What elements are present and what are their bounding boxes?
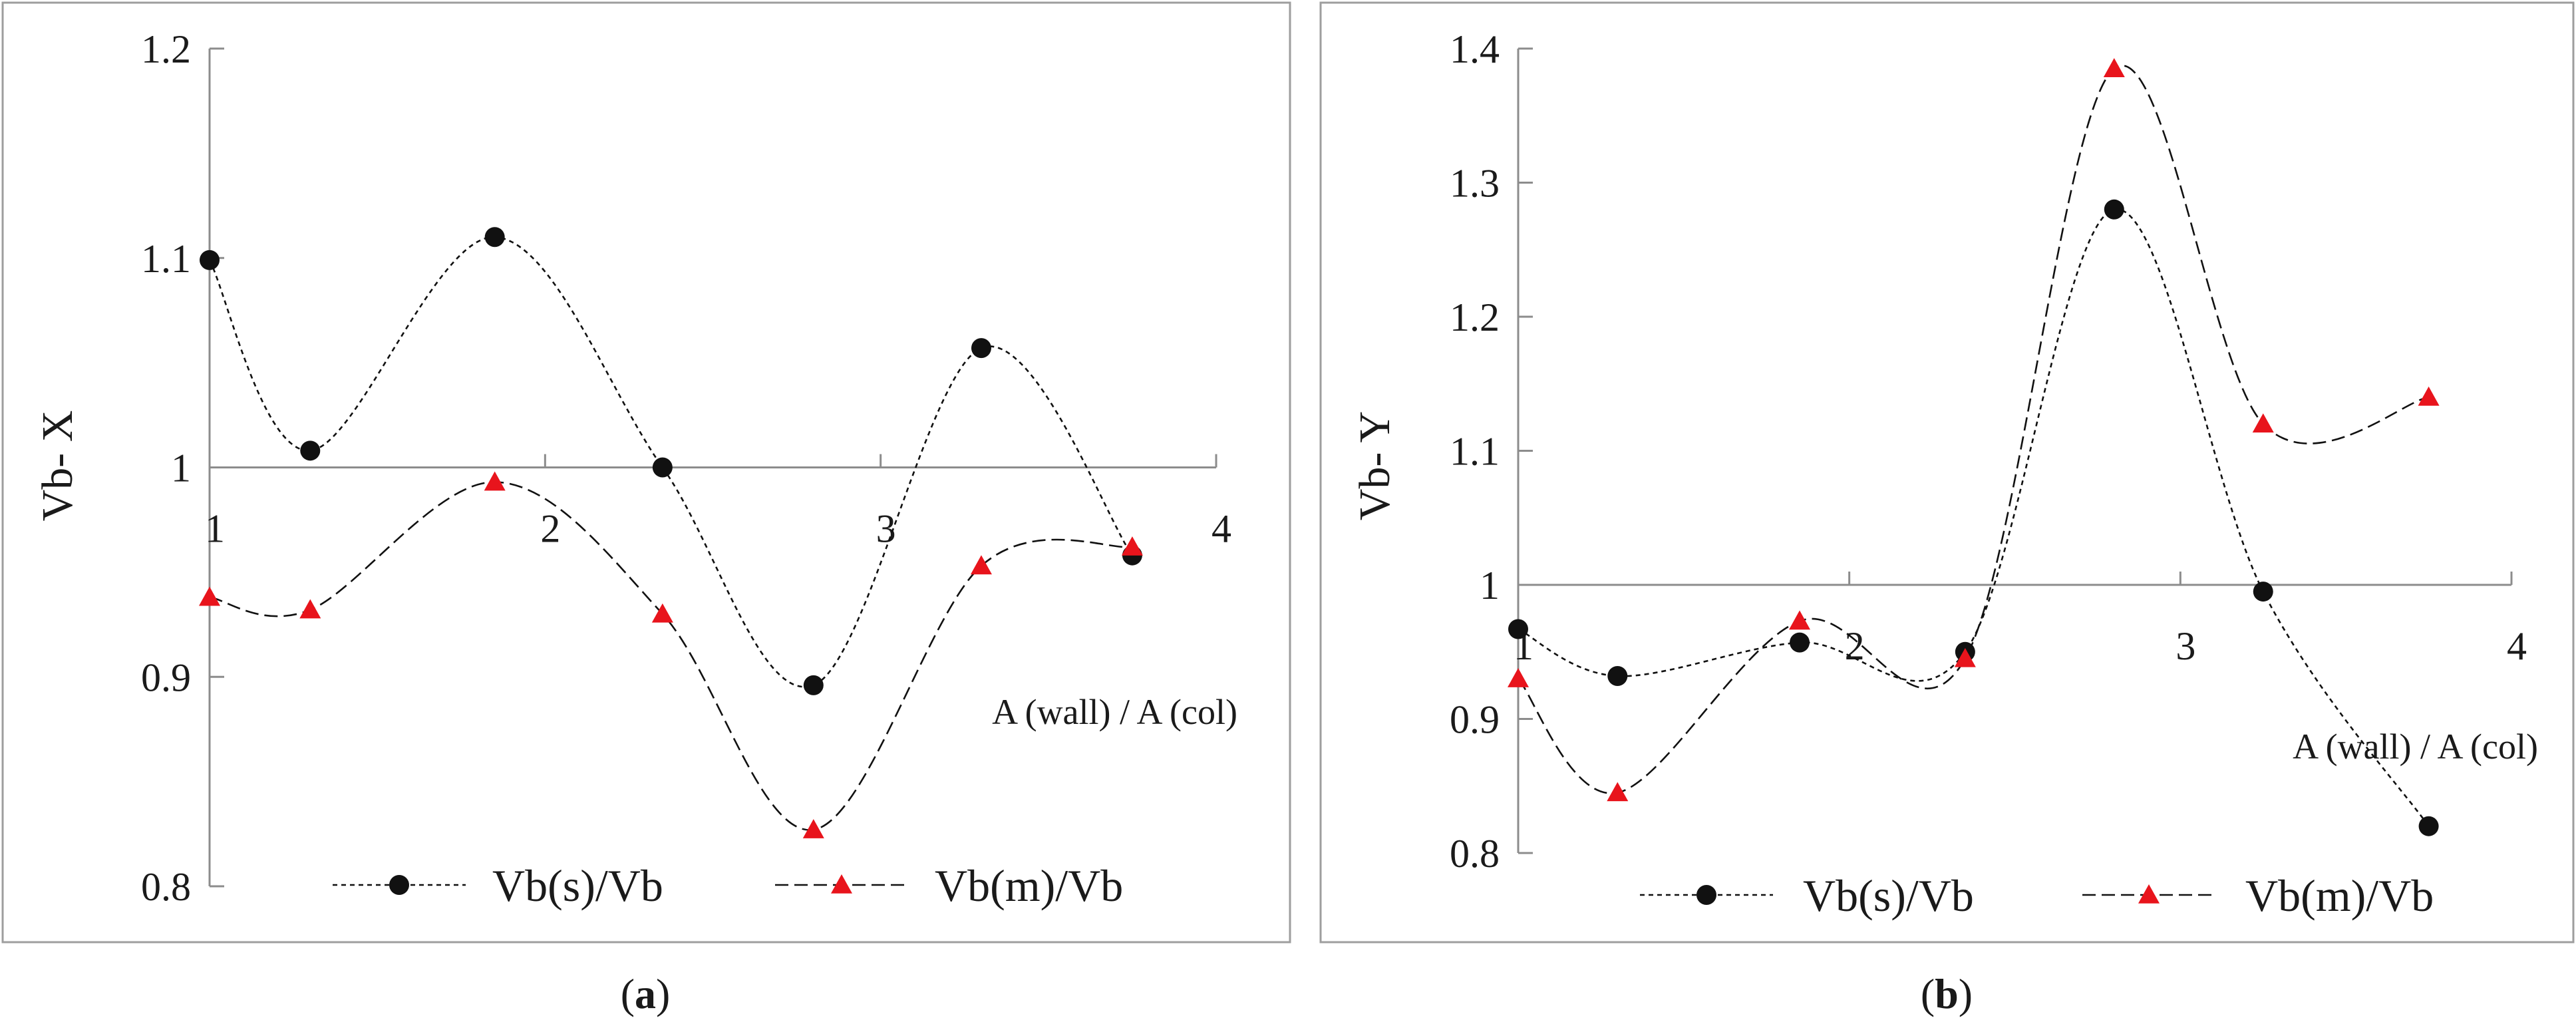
chart-1-series-1-point [1790, 632, 1810, 653]
chart-1-x-tick-label: 2 [1845, 624, 1865, 668]
chart-1-series-2-point [2418, 386, 2440, 406]
chart-1-x-tick-label: 3 [2175, 624, 2195, 668]
chart-0-series-2-point [199, 586, 220, 606]
chart-1-y-tick-label: 1.3 [1450, 162, 1500, 206]
chart-0-y-tick-label: 1.2 [141, 27, 191, 71]
chart-0-series-1-point [971, 338, 991, 359]
chart-0-x-axis-title: A (wall) / A (col) [992, 692, 1237, 732]
chart-0-series-2-point [651, 603, 673, 623]
panel-b-caption: (b) [1921, 970, 1973, 1017]
chart-0-series-2-point [802, 819, 824, 838]
chart-1-series-2-point [1607, 782, 1629, 802]
chart-1-legend-label-1: Vb(s)/Vb [1803, 870, 1974, 921]
chart-1-y-tick-label: 1.1 [1450, 430, 1500, 474]
chart-1-series-1-point [1607, 666, 1628, 687]
chart-0-legend-label-1: Vb(s)/Vb [492, 860, 663, 911]
chart-1-y-tick-label: 0.9 [1450, 698, 1500, 742]
chart-1-series-2-point [1954, 647, 1976, 667]
chart-1-series-1-point [1508, 619, 1528, 639]
panel-b-frame [1319, 1, 2575, 943]
panel-a-caption-letter: a [635, 970, 656, 1017]
chart-1-series-1-point [2104, 199, 2124, 220]
chart-1-series-2-point [2103, 58, 2125, 78]
panel-a-plot: 0.80.911.11.21 2 3 4A (wall) / A (col)Vb- X… [33, 27, 1237, 911]
chart-1-y-tick-label: 1.2 [1450, 295, 1500, 339]
chart-1-series-2-line [1518, 65, 2429, 794]
chart-1-x-tick-label: 4 [2507, 624, 2527, 668]
panel-a: 0.80.911.11.21 2 3 4A (wall) / A (col)Vb- X… [1, 1, 1291, 1017]
chart-0-series-1-point [652, 457, 673, 478]
chart-1-series-2-point [1789, 610, 1811, 630]
chart-0-series-2-point [299, 599, 321, 619]
chart-1-x-axis-title: A (wall) / A (col) [2293, 727, 2538, 767]
chart-0-series-2-point [1121, 536, 1143, 556]
chart-0-y-tick-label: 0.9 [141, 655, 191, 699]
chart-0-legend-marker-1 [389, 875, 409, 895]
chart-0-y-tick-label: 1 [171, 446, 191, 490]
chart-1-series-2-point [1508, 668, 1529, 687]
chart-0-x-tick-label: 4 [1211, 507, 1231, 551]
chart-1-y-axis-title: Vb- Y [1351, 411, 1399, 520]
panel-a-caption: (a) [621, 970, 671, 1017]
chart-1-legend-marker-1 [1696, 885, 1716, 905]
panel-b-plot: 0.80.911.11.21.31.41 2 3 4A (wall) / A (col… [1351, 27, 2538, 921]
chart-1-legend-marker-2 [2138, 884, 2160, 904]
chart-0-series-2-point [970, 555, 992, 575]
chart-1-y-tick-label: 1 [1480, 564, 1500, 607]
panel-b-caption-letter: b [1935, 970, 1959, 1017]
chart-1-legend-label-2: Vb(m)/Vb [2245, 870, 2434, 921]
chart-0-legend-label-2: Vb(m)/Vb [935, 860, 1123, 911]
chart-0-y-tick-label: 0.8 [141, 865, 191, 909]
panel-a-frame [1, 1, 1291, 943]
chart-0-y-tick-label: 1.1 [141, 237, 191, 281]
chart-0-series-1-point [200, 250, 220, 270]
chart-1-series-1-point [2253, 582, 2273, 602]
chart-0-y-axis-title: Vb- X [33, 411, 82, 522]
chart-0-series-1-point [484, 227, 505, 248]
chart-0-series-2-line [209, 481, 1133, 831]
chart-0-legend-marker-2 [831, 874, 852, 894]
chart-0-x-tick-label: 1 [205, 507, 225, 551]
chart-1-y-tick-label: 0.8 [1450, 832, 1500, 876]
panel-b: 0.80.911.11.21.31.41 2 3 4A (wall) / A (col… [1319, 1, 2575, 1017]
chart-1-y-tick-label: 1.4 [1450, 27, 1500, 71]
chart-1-series-1-point [2418, 816, 2439, 836]
chart-0-series-1-point [803, 675, 824, 695]
chart-1-series-2-point [2252, 413, 2274, 432]
chart-0-series-2-point [484, 471, 506, 491]
chart-0-series-1-point [300, 440, 321, 461]
chart-0-x-tick-label: 2 [540, 507, 560, 551]
